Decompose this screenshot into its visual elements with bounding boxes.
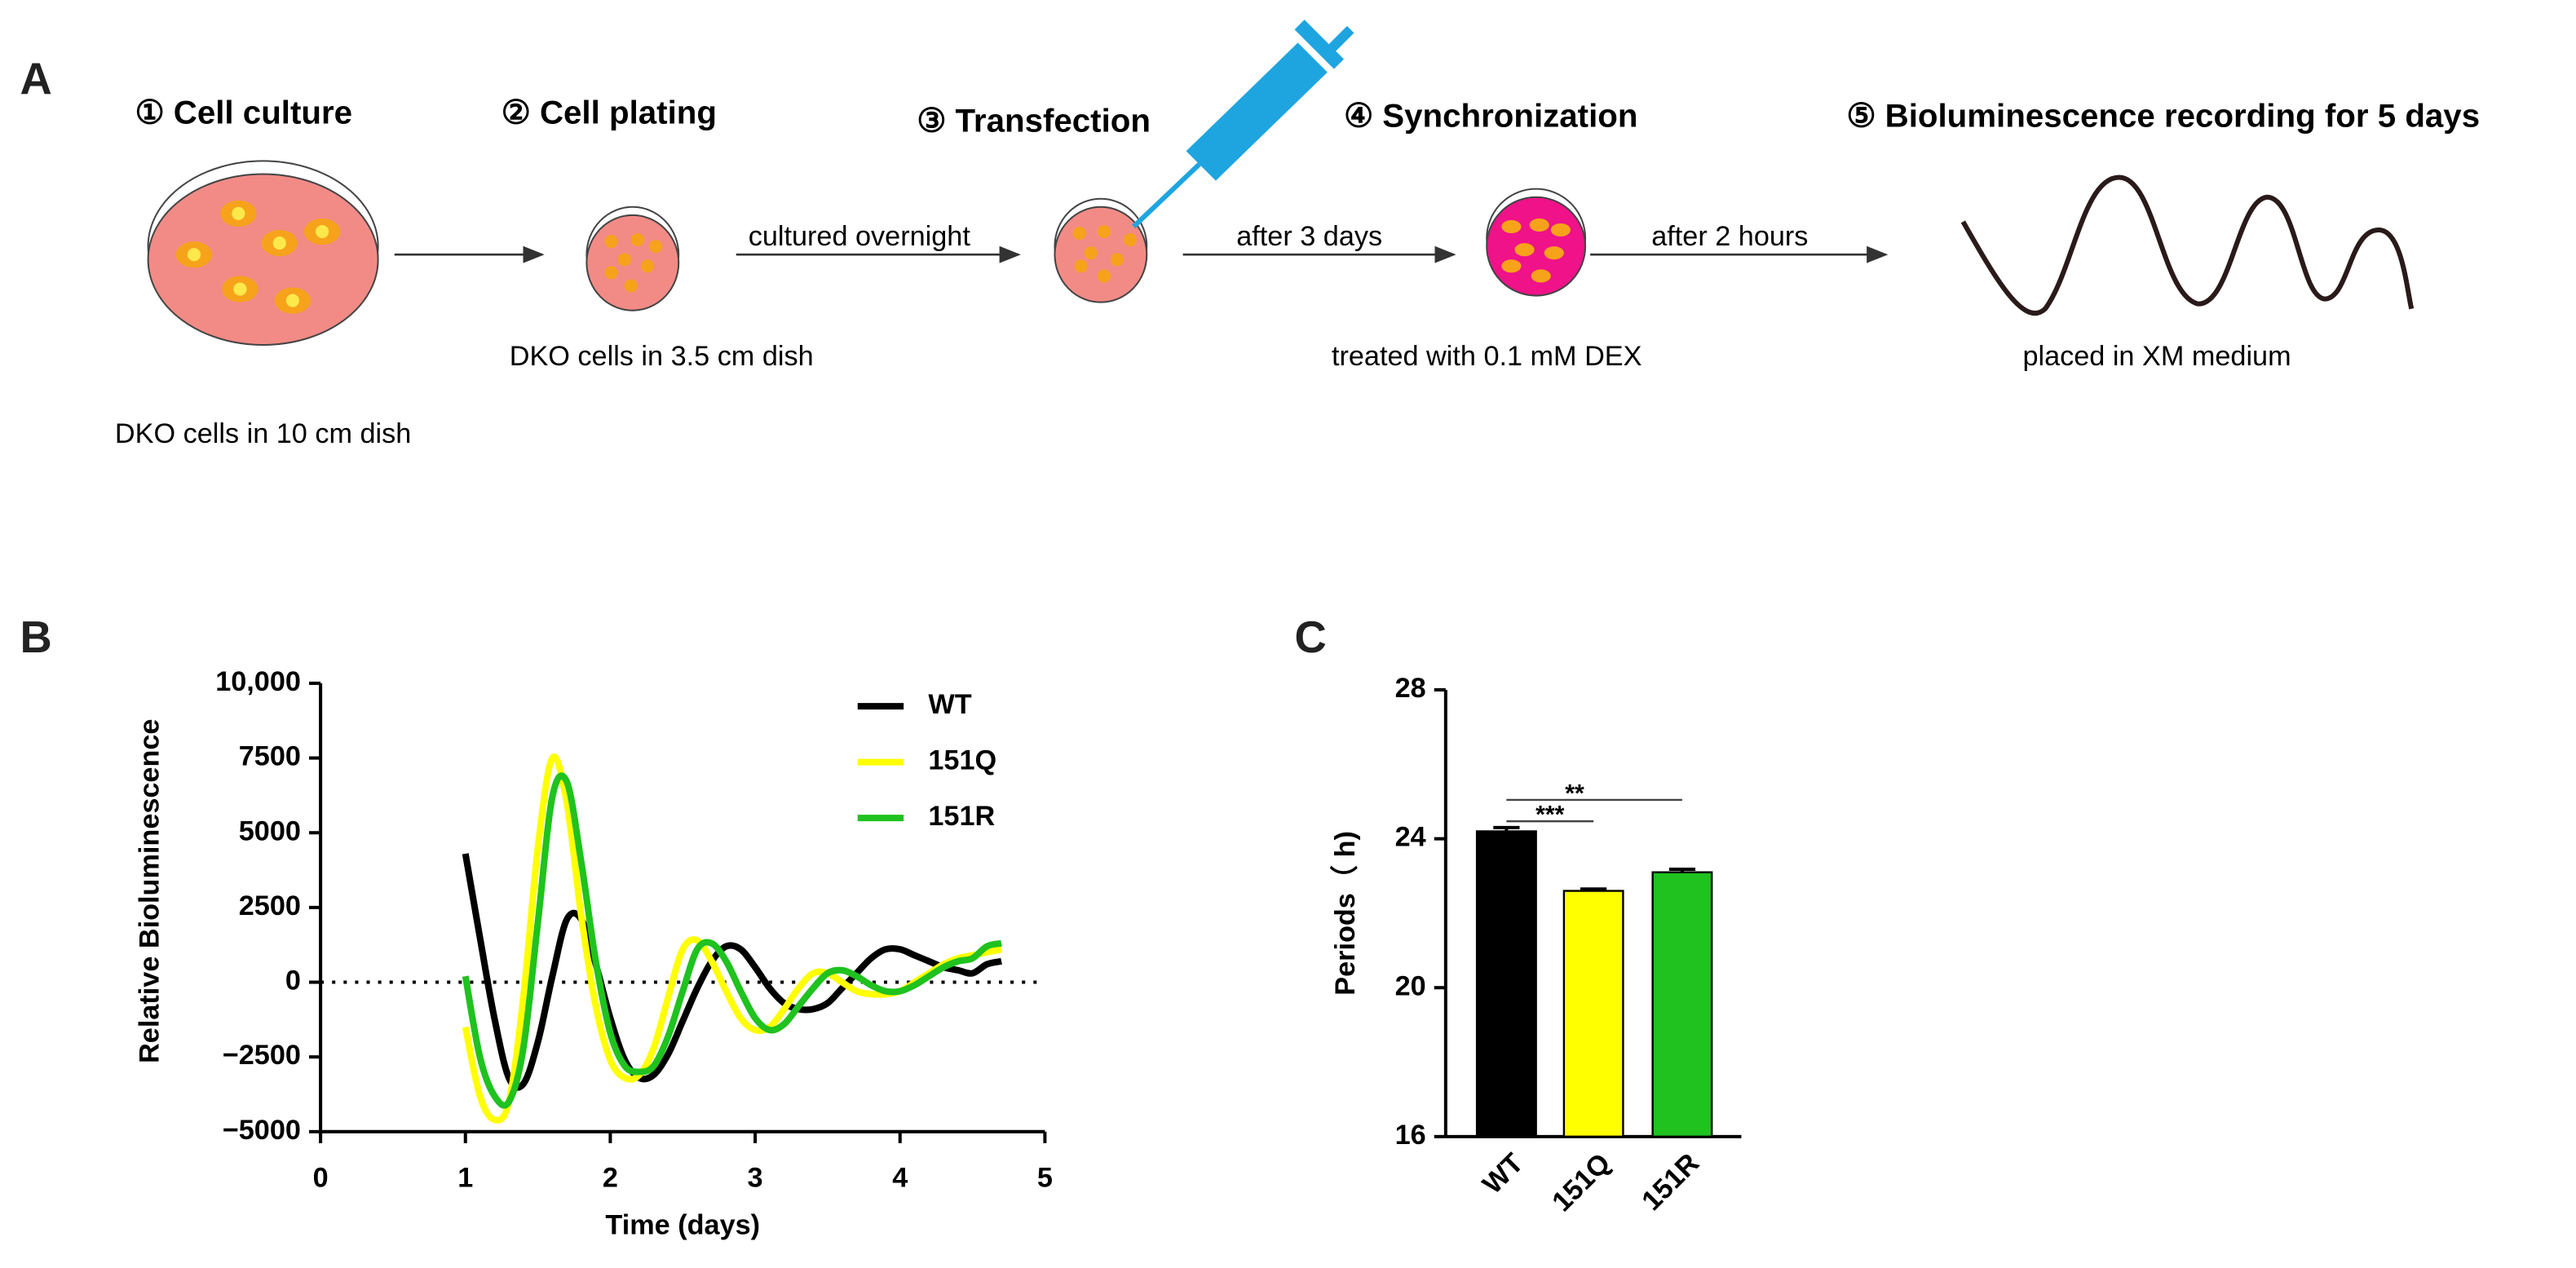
panel-a: A B C ① Cell culture ② Cell plating ③ Tr… [20,20,2480,662]
panel-label: A [20,54,52,104]
y-tick-label: 24 [1395,822,1426,853]
step-title: ④ Synchronization [1344,98,1637,135]
syringe [1132,20,1354,229]
significance-label: ** [1565,780,1584,807]
step-caption: placed in XM medium [2022,341,2291,372]
bar [1651,871,1713,1138]
y-tick-label: 0 [285,965,301,996]
y-axis-label: Periods（ h) [1329,831,1361,996]
step-title: ⑤ Bioluminescence recording for 5 days [1846,98,2480,135]
y-tick-label: 10,000 [215,666,301,697]
dish-synchronized [1486,188,1587,297]
y-tick-label: −5000 [223,1115,301,1146]
step-caption: treated with 0.1 mM DEX [1332,341,1642,372]
series-line [462,853,1002,1091]
step-title: ③ Transfection [917,103,1151,139]
x-tick-label: 5 [1037,1162,1053,1193]
bar [1562,890,1624,1138]
y-tick-label: 20 [1395,970,1426,1001]
y-axis-label: Relative Bioluminescence [135,719,166,1063]
y-tick-label: 28 [1395,673,1426,704]
series-line [462,772,1002,1109]
panel-label: C [1295,612,1327,662]
dish-small [585,205,680,311]
y-tick-label: −2500 [223,1040,301,1071]
y-tick-label: 7500 [239,741,301,772]
transition-label: after 3 days [1236,221,1382,252]
x-tick-label: 2 [603,1162,618,1193]
legend-label: 151Q [928,745,996,776]
x-tick-label: 4 [892,1162,908,1193]
rhythm-wave [1960,175,2415,316]
transition-label: cultured overnight [749,221,971,252]
series-line [462,753,1002,1124]
x-axis-label: Time (days) [605,1210,760,1241]
x-tick-label: 3 [748,1162,763,1193]
dish-large [147,160,379,346]
step-caption: DKO cells in 3.5 cm dish [510,341,814,372]
x-tick-label: 1 [457,1162,473,1193]
bar [1475,830,1537,1138]
significance-label: *** [1535,802,1565,828]
panel-label: B [20,612,52,662]
legend-label: WT [928,689,971,720]
legend-label: 151R [928,801,995,832]
step-title: ① Cell culture [135,95,352,131]
x-tick-label: WT [1477,1147,1530,1200]
dish-transfection [1054,197,1148,303]
y-tick-label: 16 [1395,1120,1426,1151]
y-tick-label: 2500 [239,890,301,921]
x-tick-label: 151Q [1546,1147,1616,1217]
x-tick-label: 151R [1636,1147,1705,1217]
y-tick-label: 5000 [239,815,301,846]
transition-label: after 2 hours [1651,221,1808,252]
step-title: ② Cell plating [502,95,717,131]
x-tick-label: 0 [313,1162,329,1193]
step-caption: DKO cells in 10 cm dish [115,418,411,449]
